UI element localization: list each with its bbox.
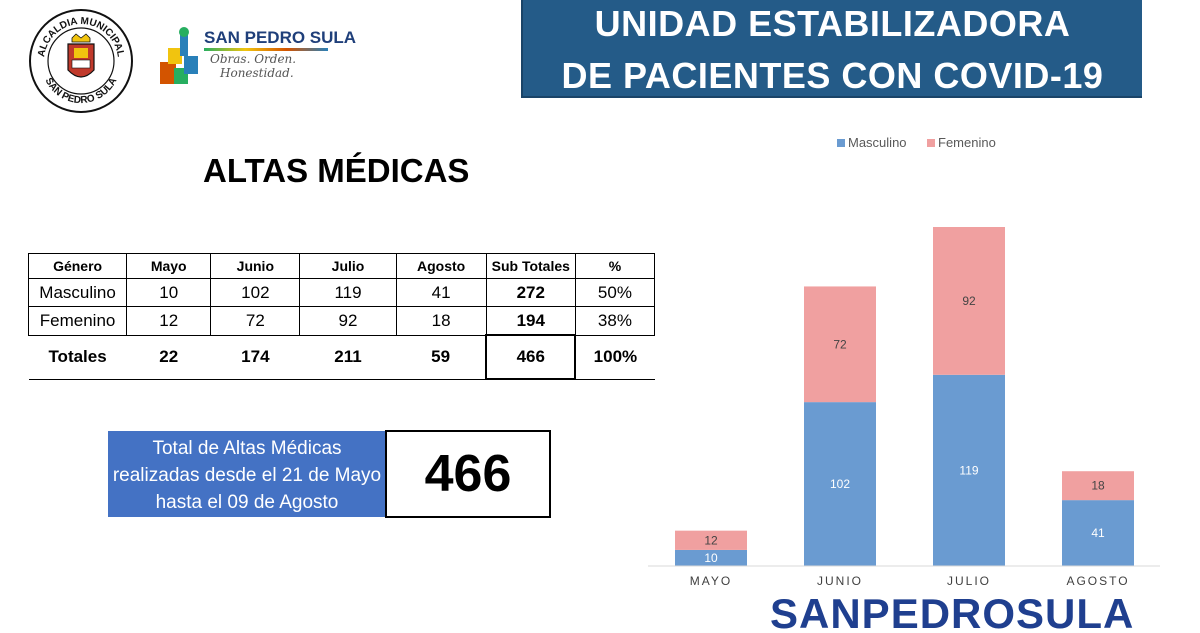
cell-mayo: 10 xyxy=(126,278,212,307)
cell-agosto: 18 xyxy=(396,306,487,336)
bar-femenino-julio xyxy=(933,227,1005,375)
cell-agosto: 59 xyxy=(396,335,487,380)
summary-total-value: 466 xyxy=(385,430,551,518)
x-axis-labels: MAYO JUNIO JULIO AGOSTO xyxy=(690,574,1129,588)
cell-subtotal: 272 xyxy=(486,278,576,307)
header-julio: Julio xyxy=(299,253,397,279)
cell-julio: 92 xyxy=(299,306,397,336)
bar-label-femenino-julio: 92 xyxy=(962,294,976,308)
cell-percent: 100% xyxy=(575,335,655,380)
cell-mayo: 22 xyxy=(126,335,211,380)
chart-bars: 10 12 102 72 119 92 41 18 xyxy=(675,227,1134,566)
brand-name: SAN PEDRO SULA xyxy=(204,28,357,47)
table-row-masculino: Masculino 10 102 119 41 272 50% xyxy=(27,278,656,307)
cell-percent: 50% xyxy=(575,278,656,307)
brand-underline xyxy=(204,48,328,51)
bar-label-masculino-julio: 119 xyxy=(959,463,978,477)
stacked-bar-chart: Masculino Femenino 10 12 102 72 119 92 41 18 MAY… xyxy=(648,135,1160,588)
chart-legend: Masculino Femenino xyxy=(837,135,996,150)
summary-label: Total de Altas Médicas realizadas desde … xyxy=(108,431,386,517)
cell-label: Totales xyxy=(28,335,127,380)
summary-label-line2: realizadas desde el 21 de Mayo xyxy=(112,465,382,486)
header-percent: % xyxy=(575,253,656,279)
x-tick-label-agosto: AGOSTO xyxy=(1066,574,1129,588)
footer-logo-text: SANPEDROSULA xyxy=(770,593,1135,633)
cell-subtotal: 194 xyxy=(486,306,576,336)
header-genero: Género xyxy=(27,253,128,279)
brand-slogan: Obras. Orden. Honestidad. xyxy=(210,52,296,80)
bar-masculino-agosto xyxy=(1062,500,1134,566)
cell-julio: 119 xyxy=(299,278,397,307)
cell-label: Masculino xyxy=(27,278,128,307)
bar-masculino-julio xyxy=(933,374,1005,566)
bar-femenino-mayo xyxy=(675,530,747,550)
cell-grand-total: 466 xyxy=(485,334,577,380)
altas-table: Género Mayo Junio Julio Agosto Sub Total… xyxy=(27,253,656,380)
cell-percent: 38% xyxy=(575,306,656,336)
legend-swatch-masculino xyxy=(837,139,845,147)
bar-masculino-mayo xyxy=(675,549,747,566)
bar-label-masculino-junio: 102 xyxy=(830,477,850,491)
san-pedro-sula-brand-logo: SAN PEDRO SULA Obras. Orden. Honestidad. xyxy=(158,24,356,90)
x-tick-label-julio: JULIO xyxy=(947,574,991,588)
bar-label-masculino-agosto: 41 xyxy=(1091,526,1105,540)
municipal-seal-logo: ALCALDIA MUNICIPAL SAN PEDRO SULA xyxy=(28,8,134,114)
cell-mayo: 12 xyxy=(126,306,212,336)
bar-label-femenino-agosto: 18 xyxy=(1091,479,1105,493)
bar-label-masculino-mayo: 10 xyxy=(704,551,718,565)
legend-label-femenino: Femenino xyxy=(938,135,996,150)
brand-slogan-line2: Honestidad. xyxy=(220,66,294,80)
x-tick-label-mayo: MAYO xyxy=(690,574,732,588)
bar-femenino-junio xyxy=(804,286,876,403)
header-junio: Junio xyxy=(210,253,301,279)
header-agosto: Agosto xyxy=(396,253,487,279)
cell-julio: 211 xyxy=(299,335,397,380)
table-row-femenino: Femenino 12 72 92 18 194 38% xyxy=(27,306,656,336)
summary-label-line1: Total de Altas Médicas xyxy=(152,438,342,459)
bar-femenino-agosto xyxy=(1062,471,1134,501)
summary-label-line3: hasta el 09 de Agosto xyxy=(155,492,339,513)
brand-slogan-line1: Obras. Orden. xyxy=(210,52,297,66)
bar-label-femenino-mayo: 12 xyxy=(704,533,718,547)
header-subtotales: Sub Totales xyxy=(486,253,576,279)
cell-junio: 72 xyxy=(210,306,301,336)
title-banner: UNIDAD ESTABILIZADORA DE PACIENTES CON C… xyxy=(521,0,1142,98)
bar-label-femenino-junio: 72 xyxy=(833,337,847,351)
cell-label: Femenino xyxy=(27,306,128,336)
section-title: ALTAS MÉDICAS xyxy=(203,152,470,189)
cell-junio: 102 xyxy=(210,278,301,307)
cell-agosto: 41 xyxy=(396,278,487,307)
x-tick-label-junio: JUNIO xyxy=(817,574,863,588)
legend-swatch-femenino xyxy=(927,139,935,147)
bar-masculino-junio xyxy=(804,402,876,566)
cell-junio: 174 xyxy=(210,335,300,380)
table-row-totales: Totales 22 174 211 59 466 100% xyxy=(28,334,655,380)
title-line-2: DE PACIENTES CON COVID-19 xyxy=(561,55,1104,96)
title-line-1: UNIDAD ESTABILIZADORA xyxy=(594,3,1071,44)
table-header-row: Género Mayo Junio Julio Agosto Sub Total… xyxy=(27,253,656,279)
footer-logo: SANPEDROSULA xyxy=(770,593,1190,633)
header-mayo: Mayo xyxy=(126,253,212,279)
legend-label-masculino: Masculino xyxy=(848,135,907,150)
